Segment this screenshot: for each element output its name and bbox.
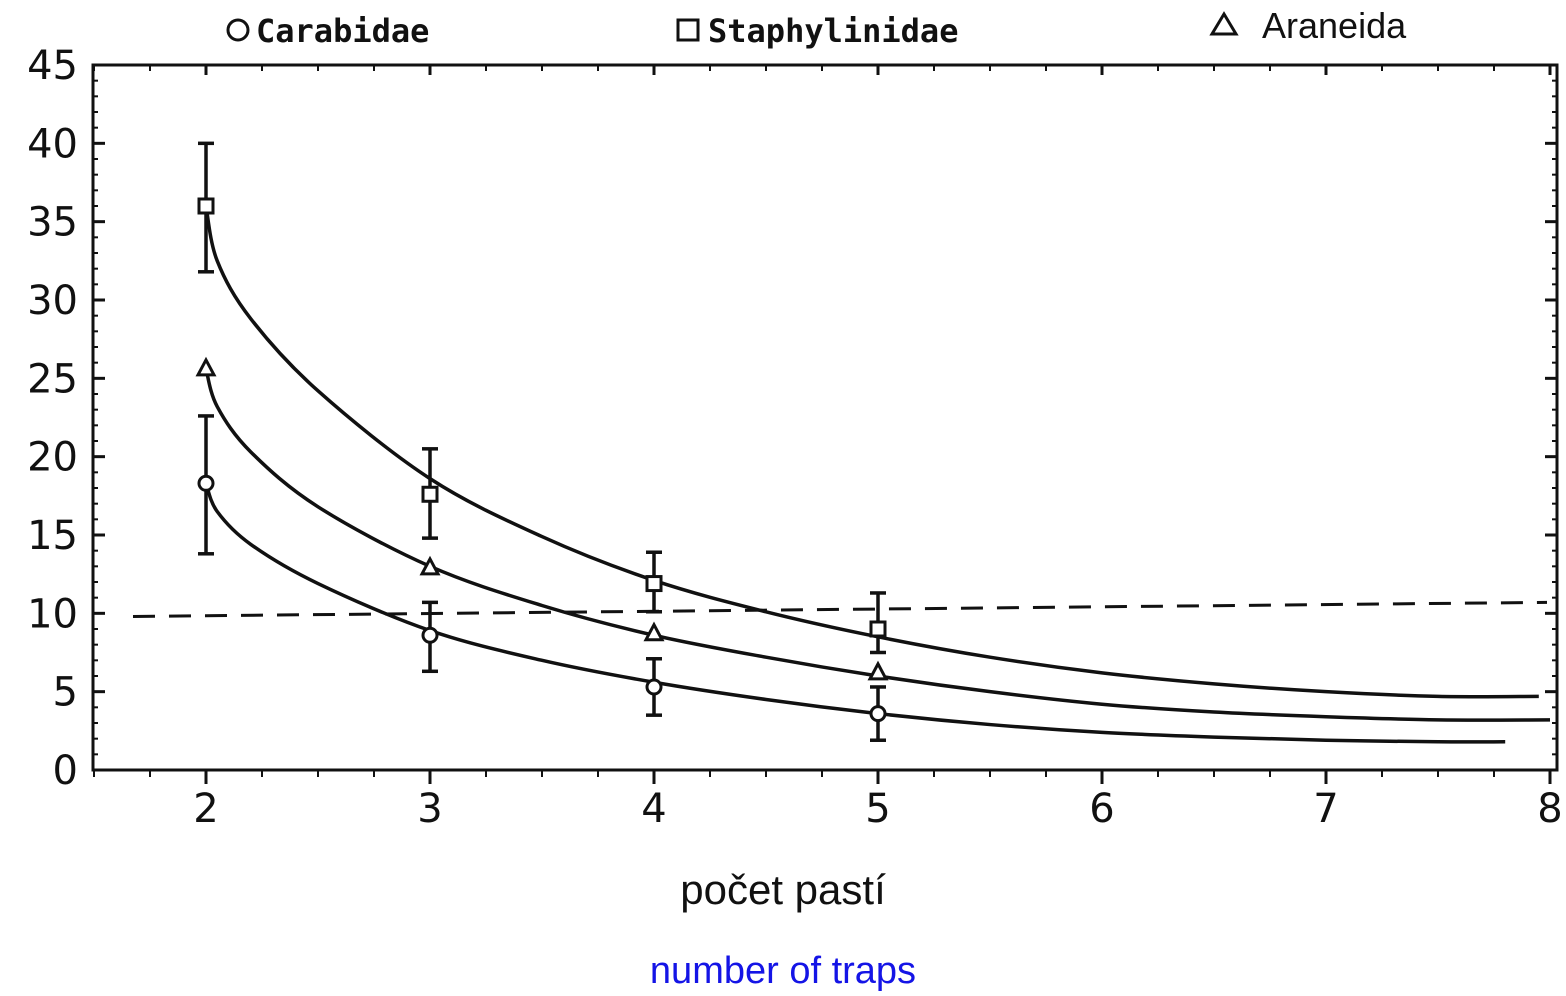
data-point-staphylinidae bbox=[197, 197, 215, 215]
legend-item-carabidae: Carabidae bbox=[226, 12, 429, 50]
x-tick-label: 8 bbox=[1537, 786, 1562, 832]
x-tick-label: 4 bbox=[641, 786, 666, 832]
x-axis-label: počet pastí bbox=[680, 866, 886, 913]
legend-label-araneida: Araneida bbox=[1262, 5, 1407, 46]
legend-item-araneida: Araneida bbox=[1209, 5, 1407, 46]
data-point-carabidae bbox=[421, 626, 439, 644]
data-point-carabidae bbox=[869, 705, 887, 723]
data-point-araneida bbox=[867, 660, 889, 681]
x-tick-label: 6 bbox=[1089, 786, 1114, 832]
y-tick-label: 40 bbox=[27, 121, 78, 167]
legend: Carabidae Staphylinidae Araneida bbox=[226, 5, 1407, 50]
x-tick-label: 2 bbox=[193, 786, 218, 832]
fit-curve-staphylinidae bbox=[204, 205, 1539, 699]
data-point-staphylinidae bbox=[869, 620, 887, 638]
data-point-staphylinidae bbox=[421, 485, 439, 503]
x-tick-label: 3 bbox=[417, 786, 442, 832]
legend-marker-square-icon bbox=[676, 18, 700, 42]
legend-marker-circle-icon bbox=[226, 18, 250, 42]
plot-frame bbox=[91, 63, 1559, 772]
legend-label-staphylinidae: Staphylinidae bbox=[708, 12, 958, 50]
y-tick-label: 45 bbox=[27, 43, 78, 89]
data-point-carabidae bbox=[197, 474, 215, 492]
data-point-araneida bbox=[643, 621, 665, 642]
data-point-araneida bbox=[419, 555, 441, 576]
y-tick-label: 5 bbox=[53, 670, 78, 716]
data-point-staphylinidae bbox=[645, 575, 663, 593]
reference-line-dashed bbox=[132, 600, 1548, 618]
y-tick-label: 10 bbox=[27, 591, 78, 637]
y-tick-label: 20 bbox=[27, 435, 78, 481]
fit-curve-araneida bbox=[204, 368, 1551, 722]
legend-label-carabidae: Carabidae bbox=[256, 12, 429, 50]
y-tick-label: 0 bbox=[53, 748, 78, 794]
legend-item-staphylinidae: Staphylinidae bbox=[676, 12, 958, 50]
y-tick-label: 30 bbox=[27, 278, 78, 324]
chart: Carabidae Staphylinidae Araneida 0 5 10 15 2… bbox=[27, 5, 1563, 832]
y-tick-label: 25 bbox=[27, 356, 78, 402]
x-tick-label: 7 bbox=[1313, 786, 1338, 832]
y-tick-label: 35 bbox=[27, 200, 78, 246]
x-axis-label-translation: number of traps bbox=[649, 950, 917, 992]
legend-marker-triangle-icon bbox=[1209, 11, 1239, 36]
y-tick-label: 15 bbox=[27, 513, 78, 559]
data-point-carabidae bbox=[645, 678, 663, 696]
data-point-araneida bbox=[195, 356, 217, 377]
fit-curve-carabidae bbox=[204, 482, 1506, 744]
x-tick-label: 5 bbox=[865, 786, 890, 832]
